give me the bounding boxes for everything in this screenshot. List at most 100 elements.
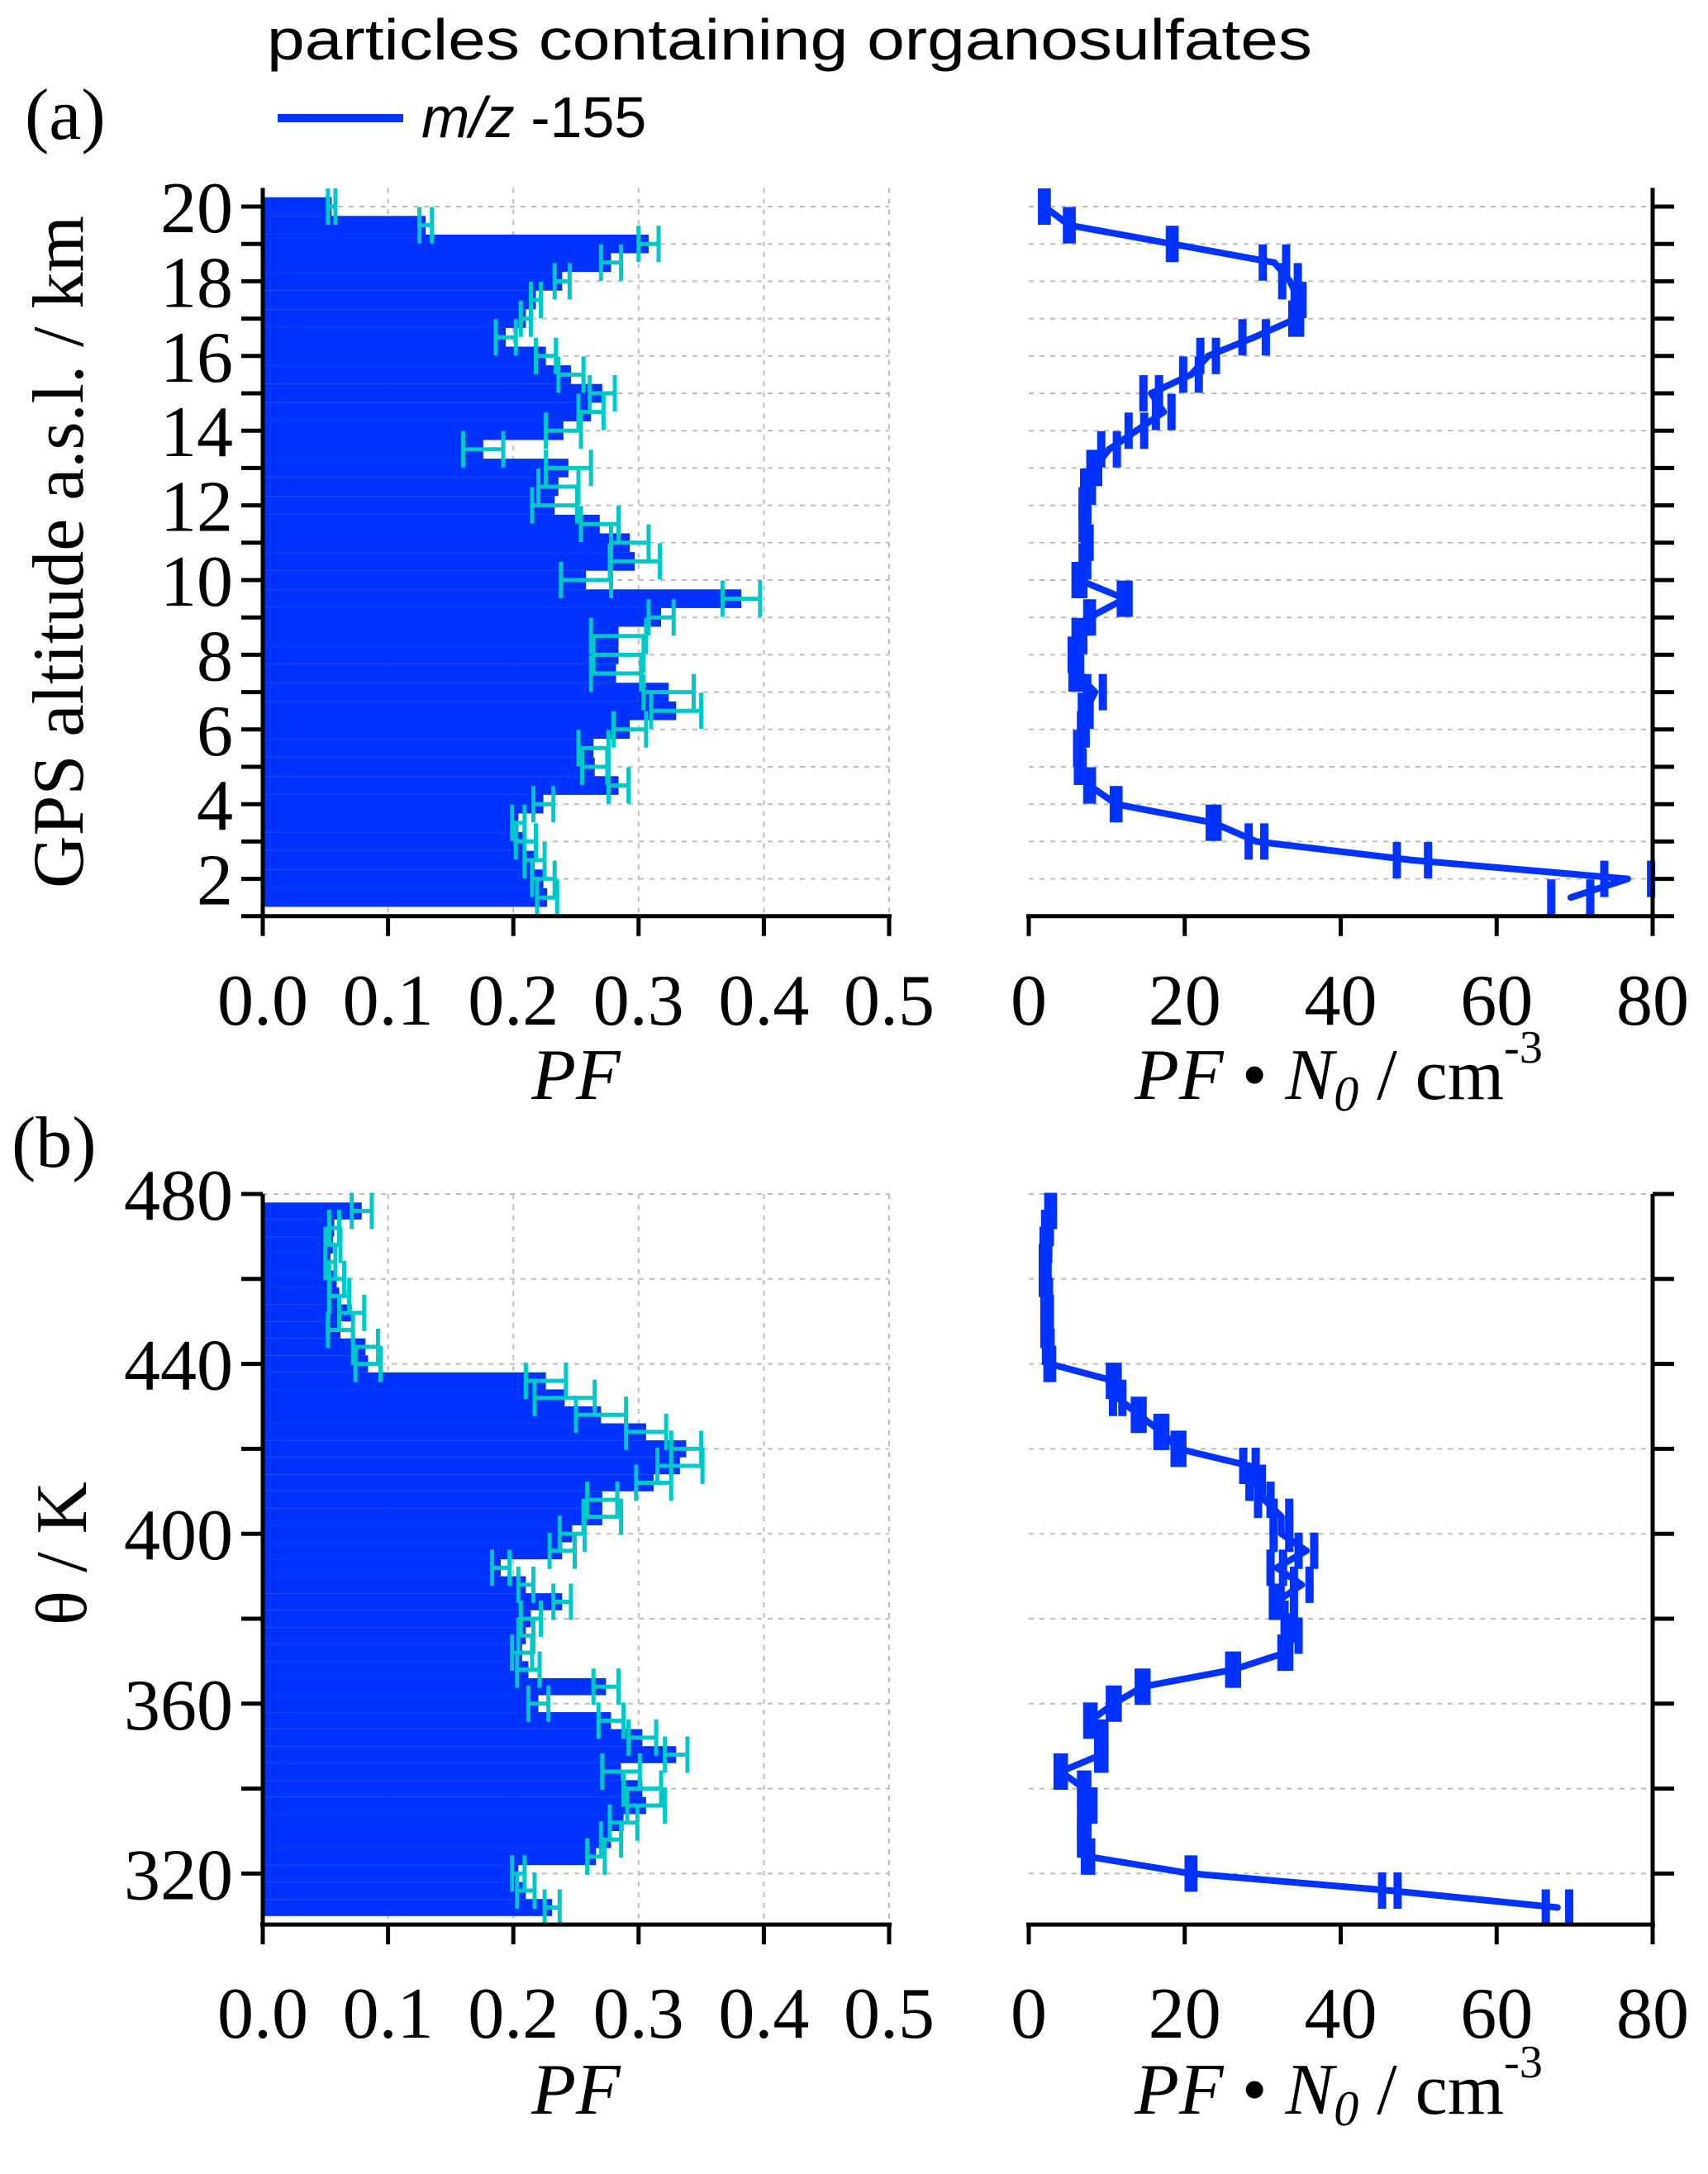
bar — [263, 1593, 563, 1610]
bar — [263, 1831, 611, 1848]
data-point — [1553, 1904, 1561, 1911]
x-tick-label: 0.0 — [217, 1974, 308, 2054]
bar — [263, 1865, 519, 1882]
y-tick-label: 18 — [160, 243, 233, 323]
bar — [263, 327, 507, 347]
bar — [263, 720, 630, 740]
bar — [263, 1457, 680, 1475]
data-point — [1567, 894, 1574, 901]
bar — [263, 1848, 597, 1866]
label-pf: PF — [1134, 2050, 1225, 2130]
x-tick-label: 0.1 — [343, 1974, 434, 2054]
bar — [263, 1796, 646, 1815]
bar — [263, 1287, 340, 1305]
x-axis-title-a-right: PF • N0 / cm-3 — [1134, 1022, 1543, 1121]
legend-series-number: -155 — [515, 85, 647, 150]
label-unit: / cm — [1358, 1035, 1504, 1116]
bar — [263, 496, 555, 515]
data-point — [1409, 857, 1416, 863]
bar — [263, 1780, 643, 1797]
x-tick-label: 0.2 — [468, 961, 559, 1041]
data-point — [1205, 352, 1212, 359]
bar — [263, 813, 519, 833]
bar — [263, 440, 483, 459]
x-tick-label: 0.3 — [593, 1974, 684, 2054]
label-pf: PF — [1134, 1035, 1225, 1116]
bar — [263, 1525, 573, 1543]
bar — [263, 832, 526, 851]
bar — [263, 570, 587, 590]
bar — [263, 1236, 333, 1253]
data-point — [1187, 371, 1195, 378]
bar — [263, 1423, 646, 1441]
bar — [263, 459, 569, 478]
x-tick-label: 20 — [1149, 961, 1221, 1041]
bar — [263, 776, 619, 795]
bar — [263, 683, 669, 702]
label-superscript: -3 — [1504, 2037, 1543, 2088]
bar — [263, 1881, 526, 1900]
x-tick-label: 80 — [1616, 1974, 1689, 2054]
bar — [263, 1644, 522, 1662]
x-tick-label: 0.4 — [718, 1974, 809, 2054]
label-dot: • — [1224, 2050, 1286, 2130]
y-tick-label: 16 — [160, 318, 233, 398]
bar — [263, 1440, 687, 1458]
data-point — [1624, 875, 1631, 882]
x-tick-label: 0.5 — [844, 1974, 935, 2054]
label-superscript: -3 — [1504, 1022, 1543, 1073]
bar — [263, 1695, 539, 1713]
x-axis-title-b-left: PF — [530, 2050, 621, 2130]
label-n: N — [1285, 1035, 1338, 1116]
legend-series-mz: m/z — [421, 85, 515, 150]
bar — [263, 1219, 335, 1237]
bar — [263, 1677, 607, 1696]
y-tick-label: 360 — [124, 1666, 233, 1746]
bar — [263, 552, 635, 571]
y-axis-title-altitude: GPS altitude a.s.l. / km — [19, 216, 99, 888]
legend-title: particles containing organosulfates — [267, 7, 1312, 72]
bar — [263, 887, 548, 907]
x-axis-title-b-right: PF • N0 / cm-3 — [1134, 2037, 1543, 2136]
bar — [263, 197, 332, 216]
label-n: N — [1285, 2050, 1338, 2130]
y-tick-label: 8 — [197, 616, 233, 697]
data-point — [1386, 1886, 1393, 1894]
bar — [263, 607, 662, 627]
chart-a-right-concentration-line: 0 20 40 60 80 — [1011, 188, 1689, 1041]
bar — [263, 1576, 526, 1594]
bar — [263, 1372, 546, 1390]
bar — [263, 346, 546, 366]
panel-label-b: (b) — [12, 1103, 97, 1183]
bar — [263, 1661, 529, 1678]
bar — [263, 1202, 362, 1220]
panel-label-a: (a) — [25, 75, 106, 155]
data-point — [1160, 408, 1168, 416]
y-tick-label: 4 — [197, 766, 233, 846]
data-point — [1133, 427, 1140, 435]
bar — [263, 383, 602, 403]
x-tick-label: 0 — [1011, 961, 1047, 1041]
bar — [263, 1355, 369, 1372]
bar — [263, 1746, 677, 1763]
y-tick-label: 10 — [160, 542, 233, 622]
chart-b-right-concentration-line: 0 20 40 60 80 — [1011, 1192, 1689, 2054]
bar — [263, 514, 600, 534]
bar — [263, 234, 649, 254]
y-tick-label: 20 — [160, 169, 233, 249]
label-dot: • — [1224, 1035, 1286, 1116]
data-point — [1250, 334, 1258, 341]
data-point — [1273, 1564, 1281, 1572]
x-tick-label: 0.1 — [343, 961, 434, 1041]
bar — [263, 869, 544, 888]
label-subscript: 0 — [1334, 2081, 1358, 2136]
x-axis-title-a-left: PF — [530, 1035, 621, 1116]
bar — [263, 365, 571, 384]
x-tick-label: 40 — [1305, 961, 1377, 1041]
x-tick-label: 0 — [1011, 1974, 1047, 2054]
bar — [263, 290, 536, 310]
bar — [263, 1321, 340, 1339]
y-axis-title-theta: θ / K — [22, 1482, 102, 1625]
